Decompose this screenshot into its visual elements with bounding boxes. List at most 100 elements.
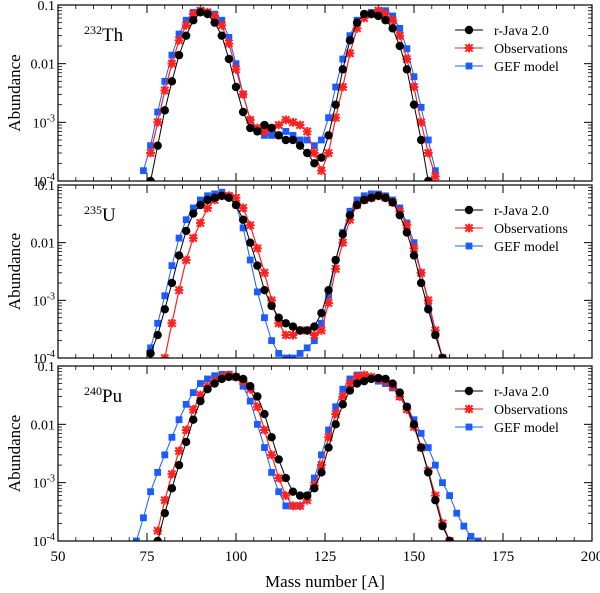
data-point [402,220,412,230]
legend-label: r-Java 2.0 [494,24,549,39]
data-point [238,107,248,117]
legend-marker [464,205,474,215]
data-point [410,239,418,247]
data-point [324,298,333,308]
data-point [197,196,204,204]
data-point [282,128,290,135]
data-point [402,228,412,237]
legend-label: GEF model [494,421,559,436]
data-point [295,501,305,511]
data-point [167,469,177,479]
data-point [274,131,283,140]
data-point [274,120,284,130]
data-point [417,429,425,437]
data-point [416,268,426,278]
data-point [260,268,269,278]
data-point [295,326,305,335]
y-tick-label: 0.1 [38,179,56,194]
panel-frame [57,365,593,542]
data-point [275,488,283,496]
data-point [203,203,212,213]
data-point [345,48,355,58]
data-point [174,285,184,295]
series-r-java-2-0 [146,191,447,358]
data-point [303,344,311,352]
data-point [388,15,398,25]
data-point [324,148,333,158]
data-point [352,379,362,388]
data-point [224,372,234,382]
data-point [267,123,276,133]
data-point [367,193,376,202]
data-point [324,432,333,442]
series-line [150,11,429,181]
data-point [317,326,326,335]
data-point [346,32,354,40]
data-point [310,337,318,345]
data-point [204,375,211,383]
data-point [196,396,205,406]
data-point [267,295,276,305]
data-point [153,330,162,340]
data-point [467,532,475,540]
data-point [325,292,332,300]
data-point [431,461,439,469]
y-axis-label: Abundance [5,54,24,131]
data-point [303,148,312,158]
data-point [310,474,318,482]
data-point [168,51,176,59]
data-point [161,451,169,459]
data-point [231,64,241,74]
data-point [260,409,269,419]
data-point [339,385,347,393]
data-point [210,11,220,21]
data-point [188,233,198,243]
data-point [318,136,325,144]
data-point [181,425,191,435]
data-point [238,203,248,213]
data-point [189,209,198,218]
data-point [381,374,390,384]
data-point [153,141,162,150]
data-point [431,167,439,175]
data-point [281,473,291,483]
data-point [252,243,262,253]
legend: r-Java 2.0 Observations GEF model [455,385,568,436]
data-point [196,218,205,228]
data-point [217,191,226,200]
data-point [181,31,191,40]
data-point [238,89,248,99]
data-point [231,82,241,92]
data-point [310,322,319,331]
legend-marker [464,43,474,53]
data-point [160,495,170,505]
data-point [181,255,191,265]
data-point [153,526,163,536]
data-point [423,148,433,158]
data-point [296,350,304,357]
data-point [140,514,147,522]
data-point [161,77,169,85]
data-point [345,36,355,45]
data-point [416,117,426,127]
data-point [352,372,362,382]
data-point [430,171,440,181]
nuclide-label: 232Th [84,23,124,46]
data-point [196,390,205,400]
data-point [217,20,227,30]
x-tick-label: 200 [581,549,600,565]
data-point [181,437,191,447]
data-point [332,403,340,411]
data-point [438,521,447,531]
data-point [252,402,262,412]
x-tick-label: 100 [225,549,248,565]
data-point [281,330,291,340]
data-point [416,135,426,145]
data-point [325,114,332,122]
data-point [274,455,283,464]
legend-marker [464,404,474,414]
data-point [246,238,255,247]
data-point [217,31,226,40]
data-point [231,193,241,203]
data-point [324,131,333,140]
